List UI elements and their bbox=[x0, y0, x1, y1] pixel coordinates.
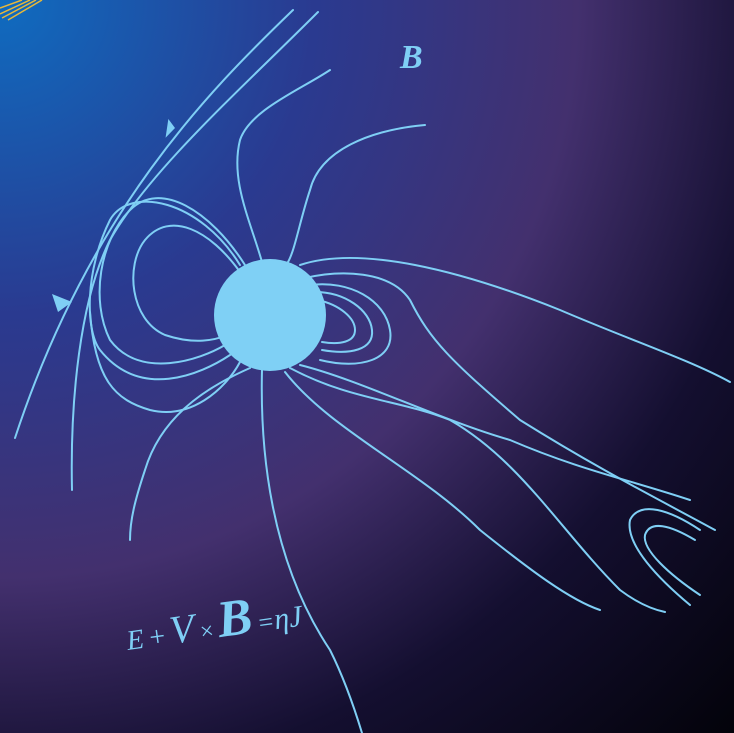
field-lines bbox=[14, 9, 731, 733]
eq-part: + bbox=[146, 621, 169, 654]
arrow bbox=[52, 294, 72, 312]
eq-part: B bbox=[213, 588, 256, 649]
arrow bbox=[165, 119, 175, 138]
eq-part: × bbox=[197, 618, 217, 646]
eq-part: = bbox=[255, 607, 276, 638]
field-label: B bbox=[399, 39, 423, 76]
equation: E + V × B =ηJ bbox=[121, 581, 307, 662]
sun-rays bbox=[0, 0, 43, 21]
planet bbox=[214, 259, 326, 371]
eq-part: η bbox=[272, 601, 291, 636]
eq-part: E bbox=[124, 624, 146, 657]
